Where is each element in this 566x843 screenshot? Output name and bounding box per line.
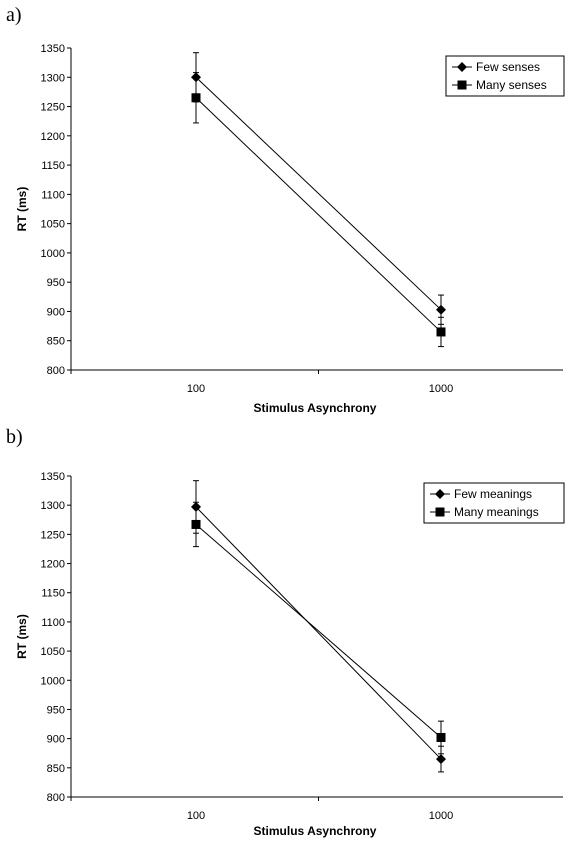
chart-a-x-axis-title: Stimulus Asynchrony [254,401,377,415]
chart-b-y-tick-label: 1200 [41,559,65,571]
chart-b-y-tick-label: 950 [47,704,65,716]
chart-a-x-tick-label: 1000 [429,383,453,395]
chart-b-legend-box [423,482,565,524]
chart-a-x-tick-label: 100 [187,383,205,395]
chart-a-y-tick-label: 1300 [41,72,65,84]
chart-b-y-tick-label: 850 [47,763,65,775]
chart-b-y-tick-label: 1050 [41,646,65,658]
chart-b-legend-label-0: Few meanings [454,487,532,501]
chart-b-legend-label-1: Many meanings [454,505,539,519]
chart-a-y-tick-label: 1150 [41,160,65,172]
chart-b-y-axis-title: RT (ms) [15,614,29,659]
chart-a-y-tick-label: 1200 [41,131,65,143]
chart-a-y-axis-title: RT (ms) [15,187,29,232]
chart-a-y-tick-label: 850 [47,336,65,348]
chart-a-data-point-1 [436,327,446,337]
chart-a-y-tick-label: 900 [47,306,65,318]
chart-b-data-point-1 [436,732,446,742]
chart-b-y-tick-label: 800 [47,792,65,804]
chart-b-data-point-1 [191,519,201,529]
chart-b-y-tick-label: 1100 [41,617,65,629]
chart-b-x-axis-title: Stimulus Asynchrony [254,824,377,838]
chart-b-x-tick-label: 1000 [429,810,453,822]
chart-a-data-point-0 [436,304,446,315]
chart-a-y-tick-label: 950 [47,277,65,289]
chart-b-y-tick-label: 1350 [41,471,65,483]
chart-a-legend-marker-1 [457,80,467,90]
chart-b-y-tick-label: 1250 [41,529,65,541]
chart-a-y-tick-label: 1250 [41,102,65,114]
chart-b-data-point-0 [436,754,446,765]
chart-a-legend-label-0: Few senses [476,60,540,74]
chart-b-y-tick-label: 1000 [41,675,65,687]
chart-a-y-tick-label: 1050 [41,219,65,231]
chart-b-y-tick-label: 900 [47,734,65,746]
chart-b-legend-marker-1 [435,507,445,517]
chart-a-data-point-1 [191,93,201,103]
chart-a-series-line-0 [195,76,442,311]
chart-b-y-tick-label: 1300 [41,500,65,512]
chart-b-series-line-0 [195,506,442,760]
chart-a-legend-marker-0 [457,62,467,72]
chart-a-y-tick-label: 800 [47,365,65,377]
chart-a-y-tick-label: 1350 [41,43,65,55]
chart-a-y-tick-label: 1100 [41,189,65,201]
chart-a-y-tick-label: 1000 [41,248,65,260]
chart-b-series-line-1 [195,524,442,738]
chart-b-x-tick-label: 100 [187,810,205,822]
chart-b-y-tick-label: 1150 [41,588,65,600]
panel-a-label: a) [6,4,22,26]
chart-a-series-line-1 [195,97,442,333]
panel-b-label: b) [6,426,23,448]
chart-b-legend-marker-0 [435,489,445,499]
chart-a-legend-label-1: Many senses [476,78,547,92]
